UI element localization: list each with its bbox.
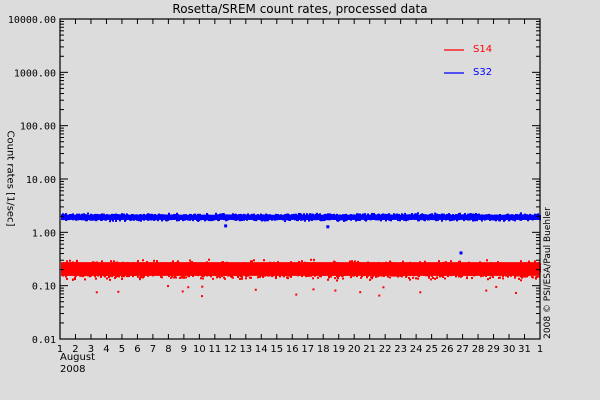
x-tick-label: 26 xyxy=(441,344,454,355)
x-tick-label: 22 xyxy=(379,344,392,355)
y-tick-label: 0.01 xyxy=(32,335,56,346)
x-tick-label: 12 xyxy=(224,344,237,355)
x-tick-label: 29 xyxy=(487,344,500,355)
x-tick-label: 31 xyxy=(518,344,531,355)
x-tick-label: 2 xyxy=(72,344,78,355)
x-tick-label: 9 xyxy=(181,344,187,355)
x-tick-label: 16 xyxy=(286,344,299,355)
x-tick-label: 8 xyxy=(165,344,171,355)
x-tick-label: 5 xyxy=(119,344,125,355)
x-tick-label: 1 xyxy=(537,344,543,355)
x-tick-label: 4 xyxy=(103,344,109,355)
x-tick-label: 14 xyxy=(255,344,268,355)
x-tick-label: 19 xyxy=(332,344,345,355)
x-tick-label: 28 xyxy=(472,344,485,355)
data-points xyxy=(61,212,541,298)
legend-entry: S14 xyxy=(473,44,492,55)
x-tick-label: 10 xyxy=(193,344,206,355)
x-tick-label: 13 xyxy=(239,344,252,355)
year-label: 2008 xyxy=(60,364,86,375)
legend-entry: S32 xyxy=(473,67,492,78)
x-tick-label: 17 xyxy=(301,344,314,355)
chart-title: Rosetta/SREM count rates, processed data xyxy=(172,2,428,16)
x-tick-label: 30 xyxy=(503,344,516,355)
y-tick-label: 10000.00 xyxy=(8,15,56,26)
x-tick-label: 3 xyxy=(88,344,94,355)
series-s14 xyxy=(61,258,541,298)
x-axis-month-label: August 2008 xyxy=(60,352,95,376)
x-tick-label: 24 xyxy=(410,344,423,355)
x-tick-label: 18 xyxy=(317,344,330,355)
x-tick-label: 20 xyxy=(348,344,361,355)
y-tick-label: 1.00 xyxy=(32,228,56,239)
x-tick-label: 27 xyxy=(456,344,469,355)
x-tick-label: 21 xyxy=(363,344,376,355)
series-s32 xyxy=(61,212,541,255)
x-tick-label: 15 xyxy=(270,344,283,355)
x-tick-label: 11 xyxy=(208,344,221,355)
month-label: August xyxy=(60,352,95,363)
y-tick-label: 10.00 xyxy=(26,175,56,186)
x-tick-label: 23 xyxy=(394,344,407,355)
x-tick-label: 6 xyxy=(134,344,140,355)
y-tick-label: 100.00 xyxy=(20,122,56,133)
x-tick-label: 1 xyxy=(57,344,63,355)
x-tick-label: 25 xyxy=(425,344,438,355)
legend: S14 S32 xyxy=(444,44,492,78)
y-tick-label: 0.10 xyxy=(32,282,56,293)
x-tick-label: 7 xyxy=(150,344,156,355)
y-tick-label: 1000.00 xyxy=(14,68,56,79)
